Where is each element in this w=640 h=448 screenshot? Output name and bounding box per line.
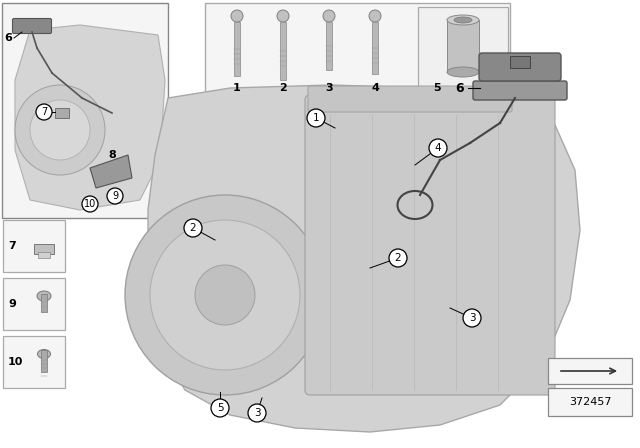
Circle shape (195, 265, 255, 325)
Ellipse shape (323, 10, 335, 22)
Text: 7: 7 (41, 107, 47, 117)
Circle shape (211, 399, 229, 417)
Text: 9: 9 (8, 299, 16, 309)
Bar (38, 252, 50, 258)
Text: 1: 1 (233, 83, 241, 93)
Bar (41, 294, 47, 312)
Bar (41, 350, 47, 372)
Circle shape (82, 196, 98, 212)
Polygon shape (148, 85, 580, 432)
FancyBboxPatch shape (479, 53, 561, 81)
Text: 6: 6 (456, 82, 464, 95)
Ellipse shape (231, 10, 243, 22)
Text: 4: 4 (435, 143, 442, 153)
Circle shape (150, 220, 300, 370)
Text: 3: 3 (468, 313, 476, 323)
FancyBboxPatch shape (473, 81, 567, 100)
Ellipse shape (447, 15, 479, 25)
Bar (326, 22, 332, 70)
Text: 372457: 372457 (569, 397, 611, 407)
Circle shape (30, 100, 90, 160)
Ellipse shape (447, 67, 479, 77)
Circle shape (389, 249, 407, 267)
Bar (447, 20, 479, 72)
Text: 4: 4 (371, 83, 379, 93)
FancyBboxPatch shape (13, 18, 51, 34)
Polygon shape (15, 25, 165, 210)
Ellipse shape (277, 10, 289, 22)
Bar (548, 358, 632, 384)
Text: 2: 2 (189, 223, 196, 233)
Bar (510, 56, 530, 68)
Text: 3: 3 (325, 83, 333, 93)
Text: 6: 6 (4, 33, 12, 43)
Text: 10: 10 (8, 357, 24, 367)
Bar (372, 22, 378, 74)
Circle shape (463, 309, 481, 327)
Bar (55, 108, 69, 118)
Circle shape (184, 219, 202, 237)
Text: 2: 2 (395, 253, 401, 263)
Bar (2, 3, 168, 218)
Circle shape (248, 404, 266, 422)
Circle shape (429, 139, 447, 157)
Text: 9: 9 (112, 191, 118, 201)
Bar (3, 278, 65, 330)
FancyBboxPatch shape (308, 86, 512, 112)
Bar (280, 22, 286, 80)
Text: 8: 8 (108, 150, 116, 160)
Text: 3: 3 (253, 408, 260, 418)
FancyBboxPatch shape (305, 95, 555, 395)
Text: 5: 5 (433, 83, 441, 93)
Text: 10: 10 (84, 199, 96, 209)
Bar (234, 22, 240, 76)
Polygon shape (90, 155, 132, 188)
Text: 2: 2 (279, 83, 287, 93)
Bar (205, 3, 510, 92)
Text: 5: 5 (217, 403, 223, 413)
Circle shape (125, 195, 325, 395)
Circle shape (36, 104, 52, 120)
Circle shape (307, 109, 325, 127)
Circle shape (107, 188, 123, 204)
Ellipse shape (454, 17, 472, 23)
Text: 1: 1 (313, 113, 319, 123)
Bar (548, 388, 632, 416)
Bar (34, 244, 54, 254)
Ellipse shape (369, 10, 381, 22)
Ellipse shape (37, 291, 51, 301)
Ellipse shape (38, 349, 51, 358)
Bar (3, 336, 65, 388)
Circle shape (15, 85, 105, 175)
Text: 7: 7 (8, 241, 16, 251)
Bar (418, 7, 508, 88)
Bar (3, 220, 65, 272)
